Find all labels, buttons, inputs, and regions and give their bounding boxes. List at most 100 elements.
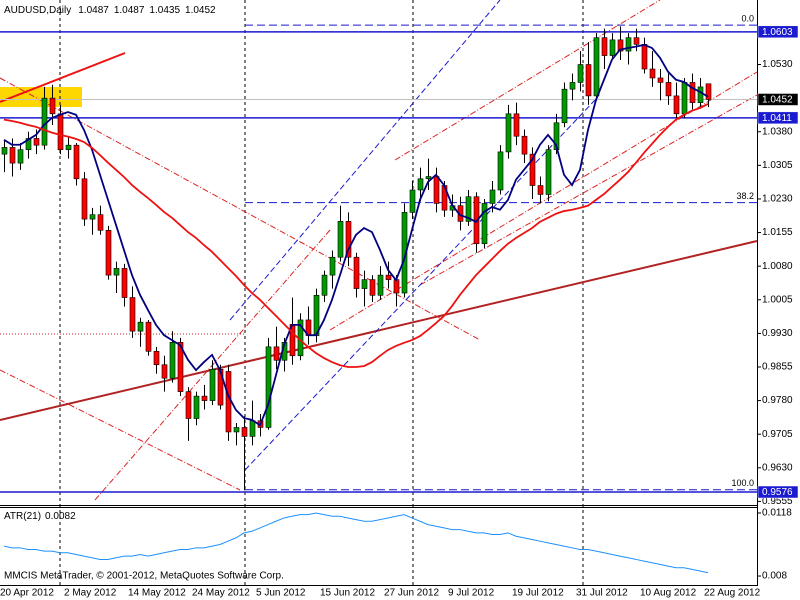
highlight-zone [0,87,82,107]
candle-body [689,82,696,103]
y-tick-label: 1.0230 [762,194,793,205]
candle-body [233,427,240,433]
y-tick-label: 1.0305 [762,160,793,171]
x-tick-label: 14 May 2012 [128,588,186,599]
symbol-title: AUDUSD,Daily [4,5,71,16]
candle-body [537,185,544,195]
moving-average [3,43,709,427]
candle-body [97,214,104,231]
trend-line [0,240,758,421]
header: AUDUSD,Daily 1.0487 1.0487 1.0435 1.0452 [4,5,216,16]
y-tick-label: 0.0118 [762,508,792,519]
candle-body [177,342,184,392]
candle-body [697,86,704,103]
candle-body [681,82,688,115]
candle-body [641,44,648,70]
candle-body [201,395,208,401]
candle-body [185,391,192,419]
price-box [757,485,799,499]
header-close: 1.0452 [185,5,216,16]
price-box-label: 1.0411 [762,113,792,124]
header-low: 1.0435 [149,5,180,16]
candle-body [409,189,416,213]
atr-line [3,512,709,574]
candle-body [361,279,368,289]
candle-body [193,395,200,419]
header-open: 1.0487 [78,5,109,16]
x-tick-label: 27 Jun 2012 [384,588,439,599]
candle-body [433,176,440,204]
y-tick-label: 0.9780 [762,395,793,406]
candle-body [121,268,128,298]
candle-body [521,135,528,155]
candle-body [337,221,344,258]
x-tick-label: 10 Aug 2012 [640,588,697,599]
candle-body [425,176,432,180]
moving-average [3,103,709,368]
candle-body [385,274,392,280]
trend-lines [0,0,758,501]
y-tick-label: 0.9555 [762,496,793,507]
x-tick-label: 15 Jun 2012 [320,588,375,599]
header-high: 1.0487 [114,5,145,16]
candle-body [393,279,400,294]
candle-body [153,351,160,366]
candle-body [617,39,624,52]
x-tick-label: 5 Jun 2012 [256,588,306,599]
fibo-label: 38.2 [736,191,754,201]
x-tick-label: 22 Aug 2012 [704,588,761,599]
atr-name: ATR(21) [4,511,41,522]
candle-body [1,147,8,155]
candle-body [529,153,536,186]
price-box-label: 0.9576 [762,487,793,498]
fibo-label: 0.0 [741,13,754,23]
price-box [757,25,799,39]
y-tick-label: 0.9630 [762,462,793,473]
price-box-label: 1.0603 [762,27,793,38]
candle-body [577,64,584,83]
candle-body [489,189,496,204]
x-tick-label: 24 May 2012 [192,588,250,599]
candle-body [609,39,616,56]
trend-line [0,369,241,491]
candle-body [41,97,48,146]
frame [0,0,758,586]
y-tick-label: 0.9705 [762,429,793,440]
x-tick-label: 2 May 2012 [64,588,117,599]
candle-body [417,178,424,191]
price-box [757,111,799,125]
fibo-label: 100.0 [731,478,754,488]
y-tick-label: 1.0155 [762,227,793,238]
candle-body [9,147,16,164]
candle-body [161,364,168,379]
candle-body [649,68,656,79]
trend-line [244,99,596,471]
indicator-label: ATR(21) 0.0082 [4,511,76,522]
candle-body [73,144,80,180]
price-box [757,93,799,106]
trend-line [0,52,126,103]
candle-body [465,196,472,222]
trend-line [394,0,661,161]
y-tick-label: 1.0080 [762,261,793,272]
x-tick-label: 31 Jul 2012 [576,588,628,599]
candle-body [113,268,120,276]
candle-body [673,95,680,115]
candle-body [625,37,632,52]
candle-body [57,113,64,150]
candle-body [369,279,376,296]
candle-body [137,321,144,332]
candle-body [569,82,576,90]
plot-layer: 0.0 38.2 100.0 [0,13,757,574]
candle-body [593,37,600,97]
candle-body [209,368,216,401]
candle-body [129,297,136,332]
candle-body [169,342,176,379]
y-tick-label: 0.9930 [762,328,793,339]
x-tick-label: 9 Jul 2012 [448,588,495,599]
candle-body [89,214,96,220]
trend-line [419,94,758,286]
candle-body [481,203,488,245]
candle-body [321,274,328,296]
